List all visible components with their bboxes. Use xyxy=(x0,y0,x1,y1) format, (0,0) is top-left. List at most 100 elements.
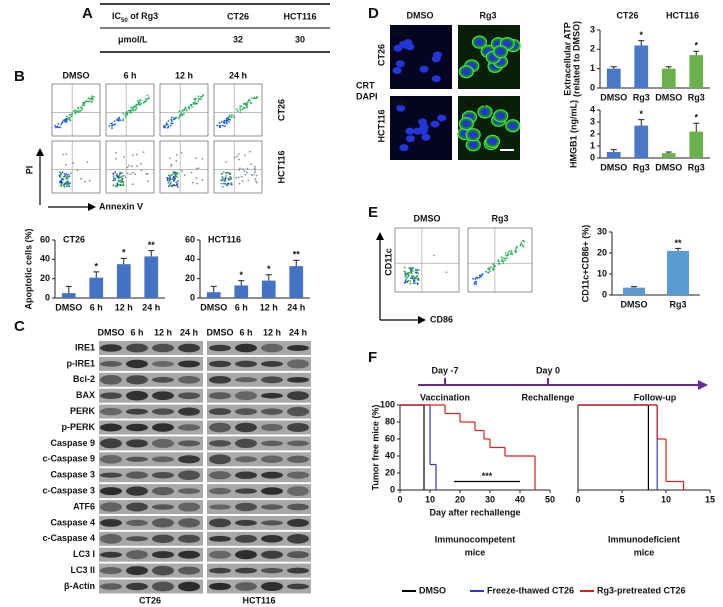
cell-event xyxy=(126,113,129,116)
cell-line-label: HCT116 xyxy=(242,595,275,605)
cell-event xyxy=(112,184,115,187)
cell-event xyxy=(190,171,193,174)
cell-event xyxy=(119,119,122,122)
x-tick-label: 6 h xyxy=(235,302,248,312)
cell-event xyxy=(239,105,242,107)
cell-event xyxy=(65,175,68,178)
blot-band xyxy=(261,440,283,447)
cell-event xyxy=(63,183,65,185)
stain-label: CRT xyxy=(356,80,375,90)
blot-strip xyxy=(207,484,311,499)
blot-strip xyxy=(207,579,311,594)
cell-event xyxy=(243,103,245,106)
cell-event xyxy=(122,156,125,158)
nucleus xyxy=(430,120,440,128)
protein-label: BAX xyxy=(76,390,95,400)
cell-event xyxy=(414,276,417,279)
cell-event xyxy=(488,270,491,272)
blot-strip xyxy=(207,452,311,467)
cell-event xyxy=(244,173,247,176)
cell-event xyxy=(167,125,170,128)
column-header: DMSO xyxy=(63,70,90,80)
cell-event xyxy=(175,172,177,175)
cell-event xyxy=(112,179,115,182)
protein-label: p-PERK xyxy=(62,422,96,432)
cell-event xyxy=(84,180,86,183)
cell-event xyxy=(180,152,183,154)
cell-event xyxy=(67,181,70,184)
cell-event xyxy=(500,260,503,262)
blot-band xyxy=(235,550,257,560)
cell-event xyxy=(242,168,244,170)
cell-event xyxy=(170,122,173,125)
blot-band xyxy=(287,551,309,559)
cell-event xyxy=(171,120,173,122)
y-tick-label: 1 xyxy=(590,140,595,150)
error-bar xyxy=(665,151,672,154)
error-bar xyxy=(265,274,272,281)
cell-event xyxy=(255,174,258,177)
cell-event xyxy=(405,272,408,275)
bar xyxy=(289,266,304,298)
cell-event xyxy=(164,125,166,128)
cell-event xyxy=(145,100,148,102)
column-header: DMSO xyxy=(98,327,125,337)
cell-event xyxy=(132,106,135,109)
protein-label: p-IRE1 xyxy=(66,358,95,368)
blot-band xyxy=(261,535,283,543)
chart-title: HCT116 xyxy=(208,234,241,244)
x-tick-label: DMSO xyxy=(200,302,227,312)
cell-event xyxy=(170,174,173,177)
blot-band xyxy=(100,361,122,367)
y-tick-label: 2 xyxy=(590,44,595,54)
protein-label: c-Caspase 4 xyxy=(42,533,95,543)
blot-band xyxy=(100,487,122,496)
cell-event xyxy=(137,103,140,106)
nucleus xyxy=(419,65,429,73)
cell-event xyxy=(224,183,227,185)
error-bar xyxy=(638,40,645,46)
cell-event xyxy=(255,181,258,184)
error-bar xyxy=(210,285,217,293)
nucleus xyxy=(405,43,415,51)
flow-plot xyxy=(467,227,533,293)
blot-strip xyxy=(207,372,311,387)
x-tick-label: DMSO xyxy=(621,299,648,309)
cell-event xyxy=(236,155,239,158)
micrograph xyxy=(390,25,452,89)
cell-event xyxy=(140,102,143,105)
cell-event xyxy=(195,177,198,180)
cell-event xyxy=(181,114,184,117)
cell-event xyxy=(237,153,240,155)
cell-event xyxy=(223,180,226,183)
column-header: DMSO xyxy=(407,10,434,20)
cell-event xyxy=(140,162,142,165)
cell-event xyxy=(507,251,510,254)
cell-event xyxy=(488,266,491,269)
cell-event xyxy=(86,161,89,164)
blot-band xyxy=(152,391,174,401)
y-tick-label: 0 xyxy=(390,484,395,494)
cell-event xyxy=(508,250,511,253)
cell-event xyxy=(65,183,68,185)
cell-event xyxy=(82,102,85,105)
blot-band xyxy=(209,440,231,447)
cell-event xyxy=(142,151,145,154)
row-header: CT26 xyxy=(276,99,286,121)
cell-event xyxy=(60,180,63,183)
protein-label: Bcl-2 xyxy=(73,374,95,384)
blot-band xyxy=(209,487,231,495)
nucleus xyxy=(392,67,402,75)
cell-event xyxy=(121,181,124,183)
cell-event xyxy=(126,166,129,169)
cell-event xyxy=(176,183,179,185)
cell-event xyxy=(474,278,477,280)
cell-event xyxy=(201,158,204,160)
blot-band xyxy=(126,486,148,496)
protein-label: IRE1 xyxy=(75,342,95,352)
nucleus xyxy=(421,133,431,141)
table-cell: 32 xyxy=(233,34,243,44)
cell-event xyxy=(90,101,93,104)
cell-event xyxy=(472,277,474,280)
table-cell: μmol/L xyxy=(118,34,148,44)
